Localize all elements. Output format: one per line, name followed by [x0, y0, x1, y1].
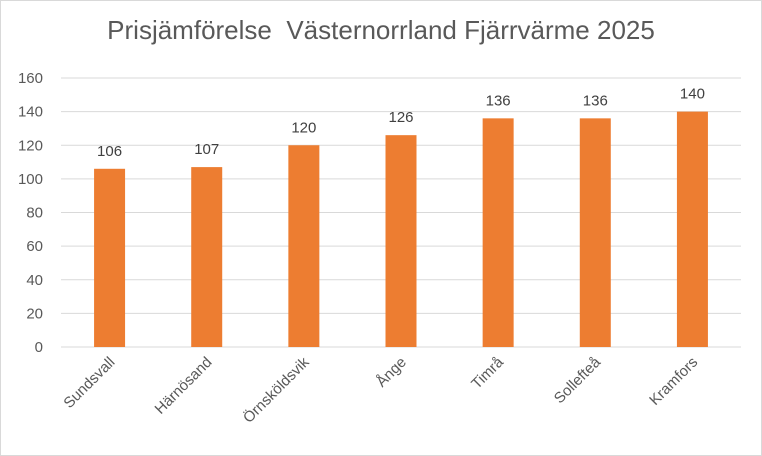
- data-label: 136: [486, 92, 511, 109]
- y-tick-label: 0: [35, 339, 43, 356]
- y-tick-label: 20: [26, 305, 43, 322]
- x-category-label: Härnösand: [152, 354, 216, 418]
- data-label: 140: [680, 86, 705, 103]
- y-tick-label: 80: [26, 205, 43, 222]
- x-category-label: Sundsvall: [60, 354, 118, 412]
- y-tick-label: 60: [26, 238, 43, 255]
- y-tick-label: 160: [18, 70, 43, 87]
- y-tick-label: 40: [26, 272, 43, 289]
- x-category-label: Örnsköldsvik: [239, 353, 313, 427]
- y-axis-ticks: 0 20 40 60 80 100 120 140 160: [18, 70, 43, 356]
- bar: [385, 135, 417, 347]
- y-tick-label: 120: [18, 137, 43, 154]
- bar: [94, 168, 126, 347]
- x-category-label: Sollefteå: [551, 353, 605, 407]
- bar: [676, 111, 708, 347]
- bars: [94, 111, 708, 347]
- bar: [191, 167, 223, 347]
- x-category-label: Ånge: [373, 354, 410, 391]
- x-category-label: Kramfors: [646, 354, 701, 409]
- bar: [288, 145, 320, 347]
- bar: [482, 118, 514, 347]
- data-labels: 106 107 120 126 136 136 140: [97, 86, 705, 160]
- y-tick-label: 100: [18, 171, 43, 188]
- chart-title: Prisjämförelse Västernorrland Fjärrvärme…: [107, 15, 655, 45]
- data-label: 107: [194, 141, 219, 158]
- x-axis-categories: Sundsvall Härnösand Örnsköldsvik Ånge Timrå S…: [60, 353, 701, 427]
- data-label: 106: [97, 143, 122, 160]
- y-tick-label: 140: [18, 104, 43, 121]
- bar: [579, 118, 611, 347]
- data-label: 120: [291, 119, 316, 136]
- data-label: 136: [583, 92, 608, 109]
- x-category-label: Timrå: [468, 353, 507, 392]
- data-label: 126: [388, 109, 413, 126]
